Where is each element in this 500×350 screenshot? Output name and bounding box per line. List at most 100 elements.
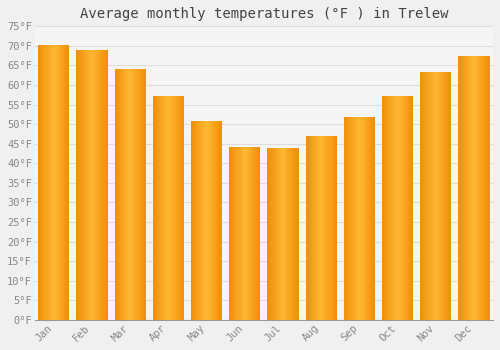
Bar bbox=[315, 135, 316, 320]
Bar bbox=[176, 96, 177, 320]
Bar bbox=[219, 121, 220, 320]
Bar bbox=[82, 50, 84, 320]
Bar bbox=[236, 147, 238, 320]
Bar bbox=[292, 148, 294, 320]
Bar bbox=[46, 45, 48, 320]
Bar bbox=[246, 147, 247, 320]
Bar bbox=[288, 148, 289, 320]
Bar bbox=[170, 96, 172, 320]
Bar bbox=[283, 148, 284, 320]
Bar bbox=[420, 72, 421, 320]
Bar bbox=[458, 56, 460, 320]
Bar bbox=[250, 147, 251, 320]
Bar bbox=[386, 96, 387, 320]
Bar bbox=[335, 135, 336, 320]
Bar bbox=[316, 135, 317, 320]
Bar bbox=[410, 96, 411, 320]
Bar bbox=[61, 45, 62, 320]
Bar bbox=[221, 121, 222, 320]
Bar bbox=[350, 117, 351, 320]
Bar bbox=[486, 56, 488, 320]
Bar bbox=[396, 96, 398, 320]
Bar bbox=[179, 96, 180, 320]
Bar bbox=[102, 50, 104, 320]
Bar bbox=[460, 56, 462, 320]
Bar bbox=[196, 121, 197, 320]
Bar bbox=[446, 72, 447, 320]
Bar bbox=[484, 56, 486, 320]
Bar bbox=[362, 117, 364, 320]
Bar bbox=[345, 117, 346, 320]
Bar bbox=[430, 72, 432, 320]
Bar bbox=[368, 117, 369, 320]
Bar bbox=[78, 50, 80, 320]
Bar bbox=[328, 135, 330, 320]
Bar bbox=[164, 96, 166, 320]
Bar bbox=[385, 96, 386, 320]
Bar bbox=[160, 96, 161, 320]
Bar bbox=[129, 69, 130, 320]
Bar bbox=[358, 117, 360, 320]
Bar bbox=[158, 96, 159, 320]
Bar bbox=[138, 69, 140, 320]
Bar bbox=[140, 69, 141, 320]
Bar bbox=[180, 96, 181, 320]
Bar bbox=[232, 147, 234, 320]
Bar bbox=[216, 121, 217, 320]
Bar bbox=[389, 96, 390, 320]
Bar bbox=[274, 148, 276, 320]
Bar bbox=[87, 50, 88, 320]
Bar bbox=[334, 135, 335, 320]
Bar bbox=[347, 117, 348, 320]
Bar bbox=[319, 135, 320, 320]
Bar bbox=[421, 72, 422, 320]
Bar bbox=[177, 96, 178, 320]
Bar bbox=[191, 121, 192, 320]
Bar bbox=[407, 96, 408, 320]
Bar bbox=[40, 45, 42, 320]
Bar bbox=[145, 69, 146, 320]
Bar bbox=[122, 69, 123, 320]
Bar bbox=[355, 117, 356, 320]
Bar bbox=[296, 148, 298, 320]
Bar bbox=[116, 69, 117, 320]
Bar bbox=[408, 96, 409, 320]
Bar bbox=[240, 147, 242, 320]
Bar bbox=[287, 148, 288, 320]
Bar bbox=[50, 45, 51, 320]
Bar bbox=[400, 96, 402, 320]
Bar bbox=[54, 45, 55, 320]
Bar bbox=[159, 96, 160, 320]
Bar bbox=[86, 50, 87, 320]
Bar bbox=[121, 69, 122, 320]
Bar bbox=[447, 72, 448, 320]
Bar bbox=[248, 147, 249, 320]
Bar bbox=[477, 56, 478, 320]
Bar bbox=[394, 96, 396, 320]
Bar bbox=[356, 117, 358, 320]
Bar bbox=[89, 50, 90, 320]
Bar bbox=[42, 45, 43, 320]
Bar bbox=[320, 135, 321, 320]
Bar bbox=[211, 121, 212, 320]
Title: Average monthly temperatures (°F ) in Trelew: Average monthly temperatures (°F ) in Tr… bbox=[80, 7, 448, 21]
Bar bbox=[130, 69, 132, 320]
Bar bbox=[97, 50, 98, 320]
Bar bbox=[128, 69, 129, 320]
Bar bbox=[244, 147, 245, 320]
Bar bbox=[183, 96, 184, 320]
Bar bbox=[104, 50, 106, 320]
Bar bbox=[92, 50, 93, 320]
Bar bbox=[132, 69, 134, 320]
Bar bbox=[123, 69, 124, 320]
Bar bbox=[472, 56, 473, 320]
Bar bbox=[270, 148, 272, 320]
Bar bbox=[382, 96, 383, 320]
Bar bbox=[308, 135, 310, 320]
Bar bbox=[330, 135, 332, 320]
Bar bbox=[93, 50, 94, 320]
Bar bbox=[218, 121, 219, 320]
Bar bbox=[152, 96, 154, 320]
Bar bbox=[488, 56, 490, 320]
Bar bbox=[364, 117, 366, 320]
